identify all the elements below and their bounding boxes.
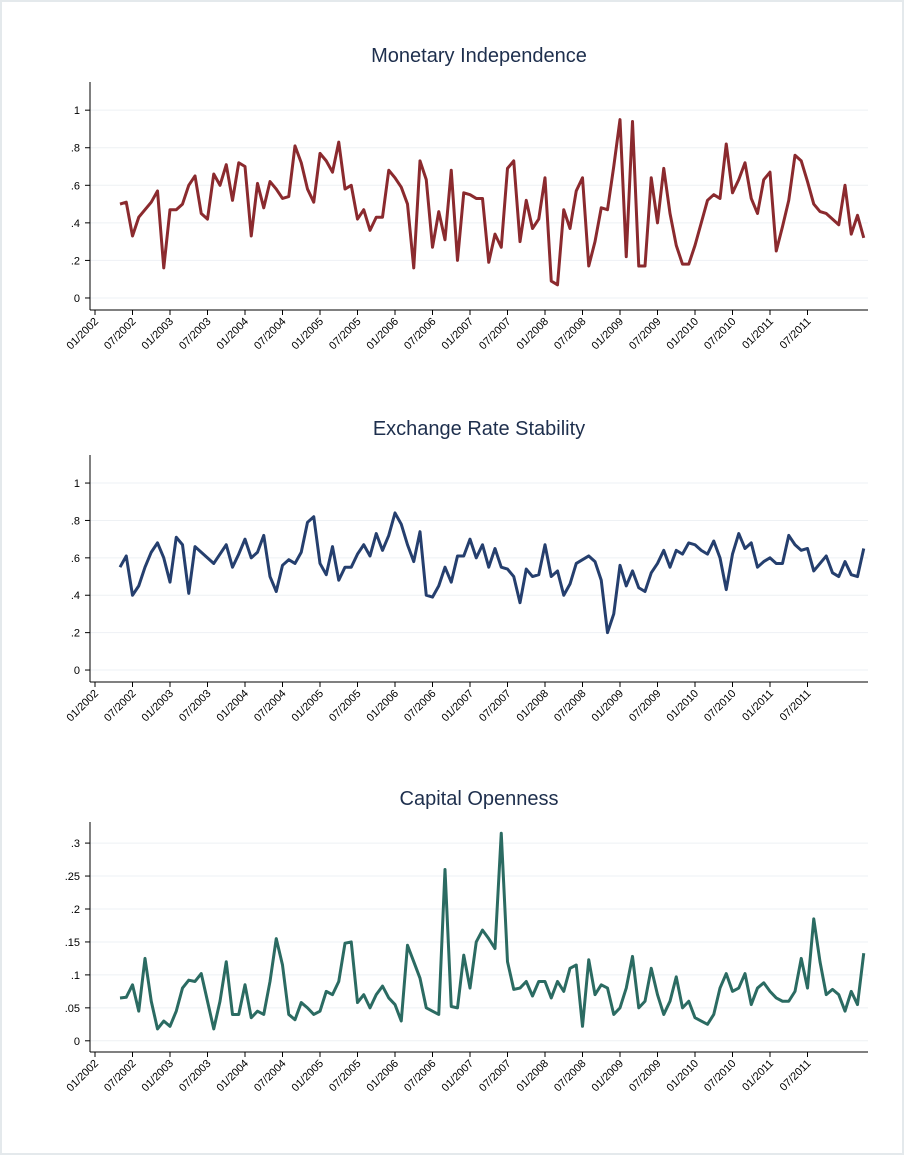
y-tick-label: .4 [71,218,80,230]
y-tick-label: .2 [71,904,80,916]
y-tick-label: .05 [65,1003,80,1015]
y-tick-label: .2 [71,628,80,640]
y-tick-label: .3 [71,838,80,850]
y-tick-label: .6 [71,553,80,565]
y-tick-label: .8 [71,143,80,155]
series-line [119,831,866,1031]
y-tick-label: .2 [71,255,80,267]
chart-title: Exchange Rate Stability [373,418,585,440]
y-tick-label: 0 [74,665,80,677]
y-tick-label: 1 [74,478,80,490]
y-tick-label: 1 [74,105,80,117]
y-tick-label: .4 [71,590,80,602]
y-tick-label: .8 [71,515,80,527]
y-tick-label: 0 [74,1036,80,1048]
y-tick-label: .6 [71,180,80,192]
chart-title: Monetary Independence [371,45,587,67]
y-tick-label: .25 [65,871,80,883]
series-line [118,511,866,635]
chart-title: Capital Openness [400,788,559,810]
y-tick-label: .15 [65,937,80,949]
y-tick-label: .1 [71,970,80,982]
series-line [119,118,866,287]
y-tick-label: 0 [74,293,80,305]
